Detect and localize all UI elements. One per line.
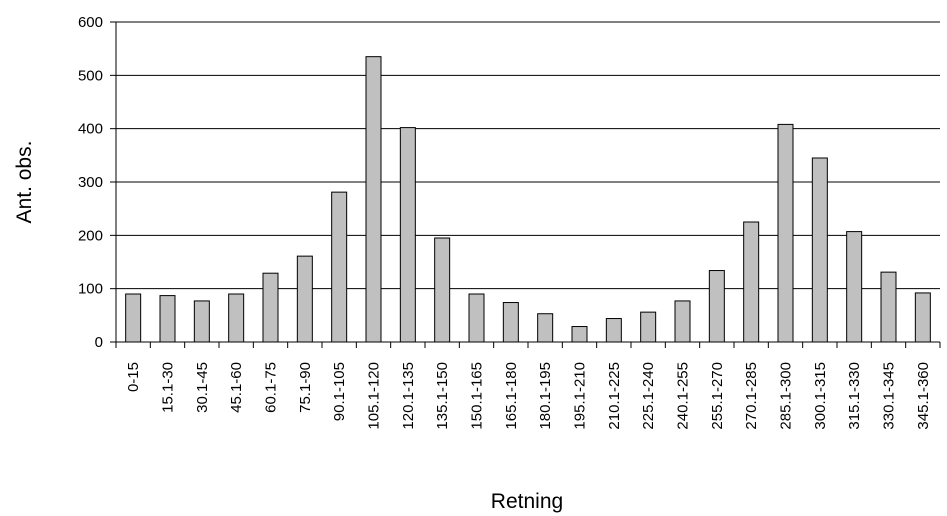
x-tick-label-270.1-285: 270.1-285 [743,362,760,430]
x-tick-label-225.1-240: 225.1-240 [640,362,657,430]
bar-195.1-210 [571,326,588,343]
x-tick-label-45.1-60: 45.1-60 [228,362,245,413]
x-tick-label-135.1-150: 135.1-150 [434,362,451,430]
x-tick-label-90.1-105: 90.1-105 [331,362,348,421]
x-tick-label-285.1-300: 285.1-300 [778,362,795,430]
bar-225.1-240 [640,311,657,343]
x-tick-label-345.1-360: 345.1-360 [915,362,932,430]
bar-210.1-225 [605,318,622,343]
bar-60.1-75 [262,272,279,343]
x-tick-label-315.1-330: 315.1-330 [846,362,863,430]
x-tick-label-30.1-45: 30.1-45 [194,362,211,413]
bar-345.1-360 [914,292,931,343]
bar-180.1-195 [537,313,554,343]
x-tick-label-300.1-315: 300.1-315 [812,362,829,430]
bar-30.1-45 [193,300,210,343]
x-tick-label-165.1-180: 165.1-180 [503,362,520,430]
y-tick-label-600: 600 [78,14,103,31]
bar-120.1-135 [399,127,416,343]
bar-150.1-165 [468,293,485,343]
bar-45.1-60 [228,293,245,343]
bar-315.1-330 [846,231,863,343]
y-tick-label-500: 500 [78,67,103,84]
x-tick-label-180.1-195: 180.1-195 [537,362,554,430]
x-tick-label-105.1-120: 105.1-120 [366,362,383,430]
bar-90.1-105 [331,191,348,343]
x-tick-label-150.1-165: 150.1-165 [469,362,486,430]
y-tick-label-300: 300 [78,174,103,191]
x-tick-label-120.1-135: 120.1-135 [400,362,417,430]
x-axis-title: Retning [491,490,563,513]
bar-165.1-180 [502,302,519,343]
x-tick-label-195.1-210: 195.1-210 [572,362,589,430]
bar-255.1-270 [708,270,725,343]
bar-75.1-90 [296,255,313,343]
x-tick-label-60.1-75: 60.1-75 [263,362,280,413]
bar-285.1-300 [777,123,794,343]
bar-0-15 [125,293,142,343]
x-tick-label-210.1-225: 210.1-225 [606,362,623,430]
x-tick-label-0-15: 0-15 [125,362,142,392]
y-tick-label-400: 400 [78,121,103,138]
bar-270.1-285 [743,221,760,343]
bar-240.1-255 [674,300,691,343]
bar-135.1-150 [434,237,451,343]
bar-15.1-30 [159,295,176,343]
y-axis-title: Ant. obs. [13,141,36,224]
x-tick-label-240.1-255: 240.1-255 [675,362,692,430]
y-tick-label-200: 200 [78,227,103,244]
y-tick-label-100: 100 [78,281,103,298]
bar-300.1-315 [811,157,828,343]
y-tick-label-0: 0 [95,334,103,351]
bar-105.1-120 [365,56,382,343]
x-tick-label-75.1-90: 75.1-90 [297,362,314,413]
x-tick-label-330.1-345: 330.1-345 [881,362,898,430]
x-tick-label-255.1-270: 255.1-270 [709,362,726,430]
bar-330.1-345 [880,271,897,343]
x-tick-label-15.1-30: 15.1-30 [160,362,177,413]
